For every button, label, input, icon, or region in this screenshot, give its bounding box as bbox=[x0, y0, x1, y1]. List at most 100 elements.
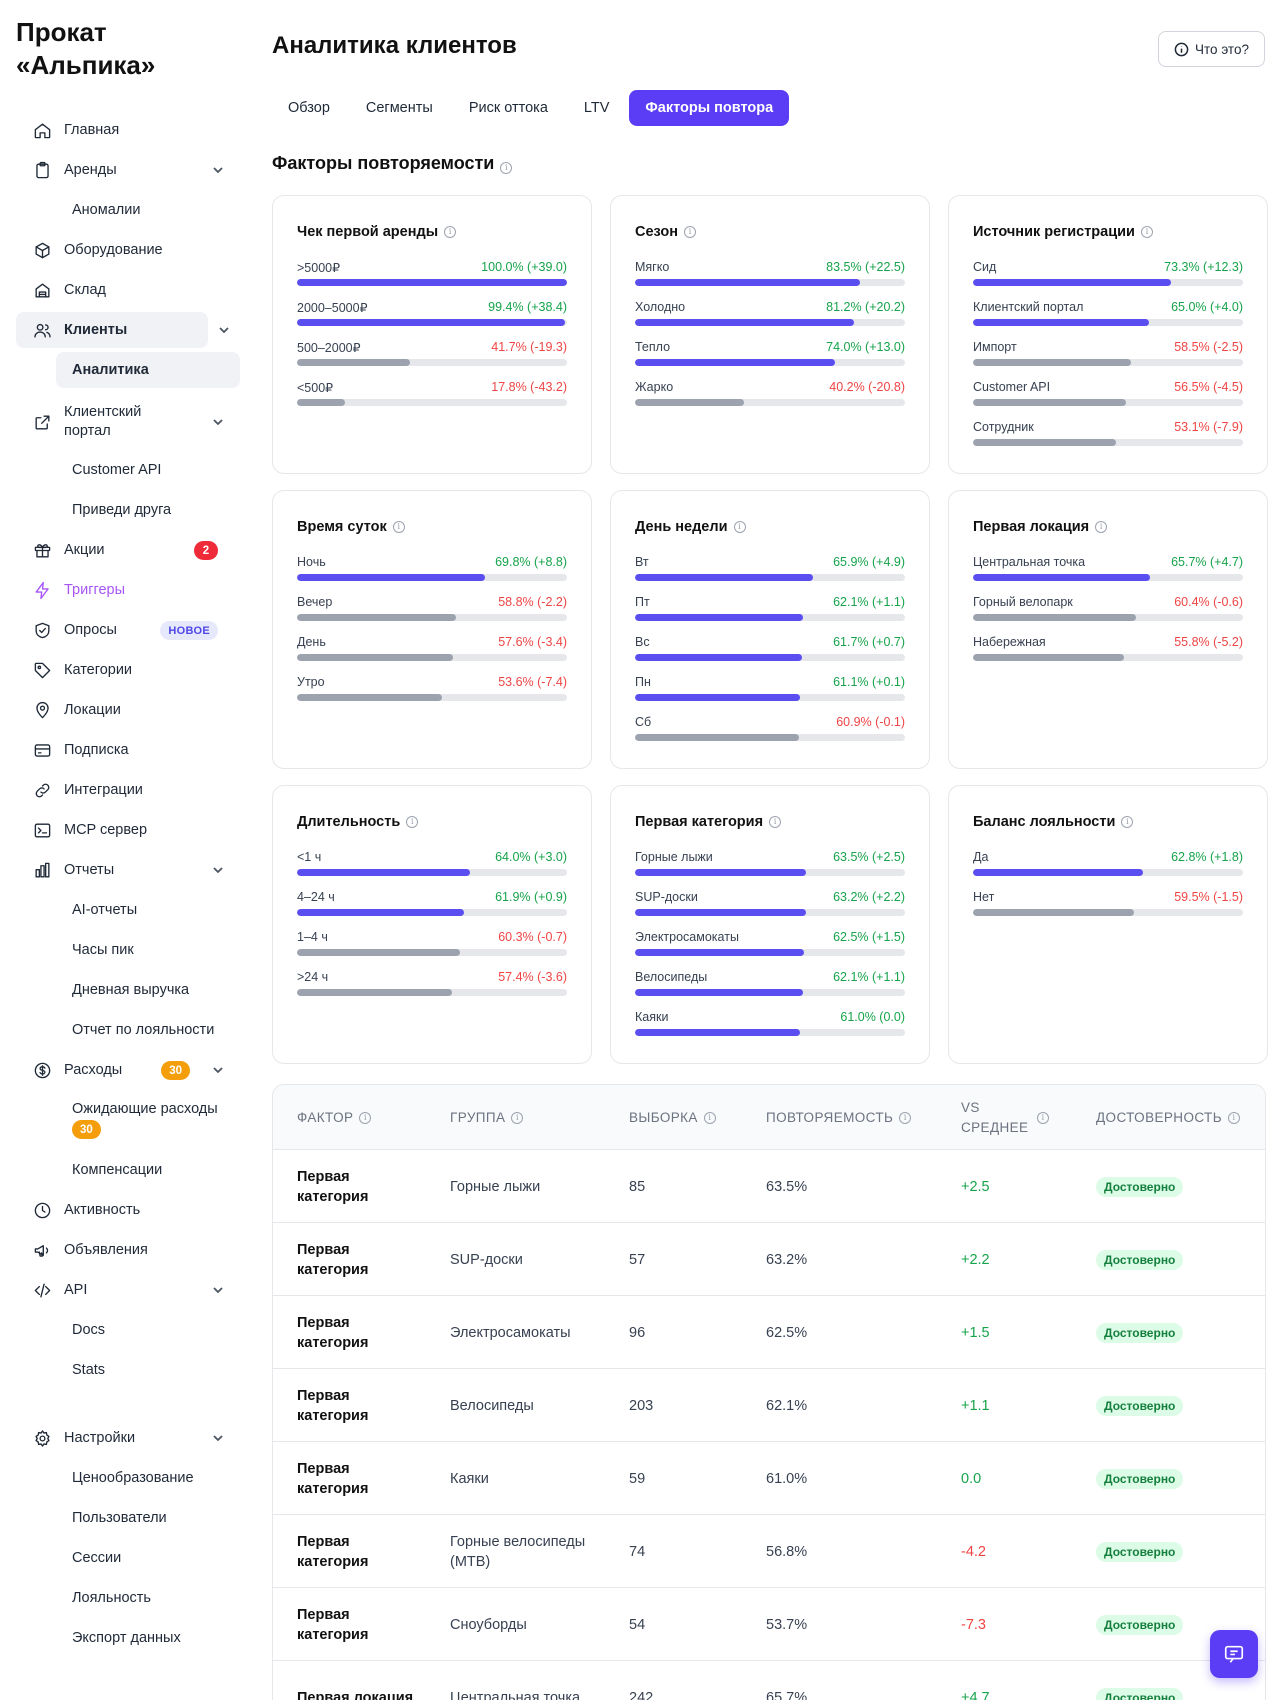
info-icon[interactable]: i bbox=[1095, 521, 1108, 533]
progress-bar-fill bbox=[297, 989, 452, 996]
sidebar-item-triggers[interactable]: Триггеры bbox=[16, 572, 238, 608]
sidebar-item-docs[interactable]: Docs bbox=[72, 1322, 106, 1338]
sidebar-item-peak-hours[interactable]: Часы пик bbox=[72, 942, 134, 958]
column-header-repeat-rate[interactable]: ПОВТОРЯЕМОСТЬ i bbox=[766, 1085, 912, 1150]
info-icon[interactable]: i bbox=[406, 816, 419, 828]
sidebar-item-anomalies[interactable]: Аномалии bbox=[72, 202, 141, 218]
sidebar-item-users[interactable]: Пользователи bbox=[72, 1510, 167, 1526]
info-icon[interactable]: i bbox=[392, 521, 405, 533]
info-icon[interactable]: i bbox=[899, 1111, 912, 1124]
tab-segments[interactable]: Сегменты bbox=[365, 100, 433, 116]
sidebar-item-locations[interactable]: Локации bbox=[16, 692, 238, 728]
progress-bar-track bbox=[297, 989, 567, 996]
reliability-badge: Достоверно bbox=[1096, 1176, 1184, 1197]
info-icon[interactable]: i bbox=[1037, 1111, 1049, 1124]
sidebar-item-surveys[interactable]: Опросы НОВОЕ bbox=[16, 612, 238, 648]
chevron-down-icon[interactable] bbox=[210, 862, 226, 878]
factor-row-value: 62.1% (+1.1) bbox=[833, 595, 905, 609]
sidebar-item-refer-friend[interactable]: Приведи друга bbox=[72, 502, 172, 518]
table-row[interactable]: Первая категория SUP-доски 57 63.2% +2.2 Дост… bbox=[273, 1223, 1265, 1296]
table-row[interactable]: Первая категория Электросамокаты 96 62.5% +1… bbox=[273, 1296, 1265, 1369]
factor-row-value: 57.6% (-3.4) bbox=[498, 635, 567, 649]
column-header-vs-average[interactable]: VS СРЕДНЕЕ i bbox=[961, 1085, 1051, 1150]
info-icon[interactable]: i bbox=[1121, 816, 1134, 828]
sidebar-item-warehouse[interactable]: Склад bbox=[16, 272, 238, 308]
sidebar-item-label: Клиенты bbox=[64, 322, 128, 338]
info-icon[interactable]: i bbox=[684, 226, 696, 238]
sidebar-item-clients[interactable]: Клиенты bbox=[16, 312, 208, 348]
info-icon[interactable]: i bbox=[733, 521, 746, 533]
table-row[interactable]: Первая категория Горные велосипеды (MTB) 7… bbox=[273, 1515, 1265, 1588]
sidebar-item-analytics[interactable]: Аналитика bbox=[56, 352, 240, 388]
sidebar-item-ai-reports[interactable]: AI-отчеты bbox=[72, 902, 138, 918]
sidebar-item-subscription[interactable]: Подписка bbox=[16, 732, 238, 768]
sidebar-item-customer-api[interactable]: Customer API bbox=[72, 462, 162, 478]
table-row[interactable]: Первая категория Велосипеды 203 62.1% +1.1 До… bbox=[273, 1369, 1265, 1442]
what-is-this-button[interactable]: Что это? bbox=[1158, 31, 1265, 67]
sidebar-item-data-export[interactable]: Экспорт данных bbox=[72, 1630, 181, 1646]
sidebar-item-client-portal[interactable]: Клиентский портал bbox=[16, 401, 238, 443]
factor-row-value: 65.7% (+4.7) bbox=[1171, 555, 1243, 569]
info-icon[interactable]: i bbox=[511, 1111, 524, 1124]
sidebar-item-sessions[interactable]: Сессии bbox=[72, 1550, 122, 1566]
sidebar-item-mcp-server[interactable]: MCP сервер bbox=[16, 812, 238, 848]
sidebar-item-expenses[interactable]: Расходы 30 bbox=[16, 1052, 238, 1088]
sidebar-item-stats[interactable]: Stats bbox=[72, 1362, 106, 1378]
column-header-sample[interactable]: ВЫБОРКА i bbox=[629, 1085, 716, 1150]
info-icon[interactable]: i bbox=[359, 1111, 372, 1124]
factor-row-value: 61.1% (+0.1) bbox=[833, 675, 905, 689]
column-header-factor[interactable]: ФАКТОР i bbox=[297, 1085, 372, 1150]
factor-row-value: 58.8% (-2.2) bbox=[498, 595, 567, 609]
chevron-down-icon[interactable] bbox=[210, 1430, 226, 1446]
sidebar-item-label: Интеграции bbox=[64, 782, 143, 798]
sidebar-item-announcements[interactable]: Объявления bbox=[16, 1232, 238, 1268]
sidebar-item-promotions[interactable]: Акции 2 bbox=[16, 532, 238, 568]
sidebar-item-rentals[interactable]: Аренды bbox=[16, 152, 238, 188]
table-row[interactable]: Первая категория Горные лыжи 85 63.5% +2.5 До… bbox=[273, 1150, 1265, 1223]
chevron-down-icon[interactable] bbox=[210, 1062, 226, 1078]
factor-row-value: 58.5% (-2.5) bbox=[1174, 340, 1243, 354]
sidebar-item-loyalty-report[interactable]: Отчет по лояльности bbox=[72, 1022, 215, 1038]
table-row[interactable]: Первая локация Центральная точка 242 65.7% +… bbox=[273, 1661, 1265, 1700]
factor-row: Вт 65.9% (+4.9) bbox=[635, 555, 905, 589]
sidebar-item-equipment[interactable]: Оборудование bbox=[16, 232, 238, 268]
sidebar-item-reports[interactable]: Отчеты bbox=[16, 852, 238, 888]
factor-row-label: >24 ч bbox=[297, 970, 329, 984]
brand-logo[interactable]: Прокат «Альпика» bbox=[16, 16, 155, 82]
info-icon[interactable]: i bbox=[444, 226, 457, 238]
info-icon[interactable]: i bbox=[1140, 226, 1153, 238]
info-icon[interactable]: i bbox=[703, 1111, 716, 1124]
factor-row: Вс 61.7% (+0.7) bbox=[635, 635, 905, 669]
table-row[interactable]: Первая категория Каяки 59 61.0% 0.0 Достоверн… bbox=[273, 1442, 1265, 1515]
progress-bar-track bbox=[297, 869, 567, 876]
sidebar-item-compensations[interactable]: Компенсации bbox=[72, 1162, 163, 1178]
sidebar-item-pricing[interactable]: Ценообразование bbox=[72, 1470, 194, 1486]
sidebar-item-settings[interactable]: Настройки bbox=[16, 1420, 238, 1456]
info-icon[interactable]: i bbox=[500, 161, 513, 174]
sidebar-item-api[interactable]: API bbox=[16, 1272, 238, 1308]
tab-ltv[interactable]: LTV bbox=[583, 100, 610, 116]
table-row[interactable]: Первая категория Сноуборды 54 53.7% -7.3 Дост… bbox=[273, 1588, 1265, 1661]
chat-button[interactable] bbox=[1210, 1630, 1258, 1678]
sidebar-item-categories[interactable]: Категории bbox=[16, 652, 238, 688]
sidebar-item-pending-expenses[interactable]: Ожидающие расходы 30 bbox=[56, 1094, 240, 1146]
sidebar-item-home[interactable]: Главная bbox=[16, 112, 238, 148]
cell-vs-average: -4.2 bbox=[961, 1543, 986, 1560]
sidebar-item-loyalty[interactable]: Лояльность bbox=[72, 1590, 151, 1606]
column-header-group[interactable]: ГРУППА i bbox=[450, 1085, 524, 1150]
chevron-down-icon[interactable] bbox=[216, 322, 232, 338]
chevron-down-icon[interactable] bbox=[210, 1282, 226, 1298]
sidebar-item-integrations[interactable]: Интеграции bbox=[16, 772, 238, 808]
progress-bar-fill bbox=[973, 359, 1131, 366]
column-header-reliability[interactable]: ДОСТОВЕРНОСТЬ i bbox=[1096, 1085, 1240, 1150]
chevron-down-icon[interactable] bbox=[210, 162, 226, 178]
chevron-down-icon[interactable] bbox=[210, 414, 226, 430]
sidebar-item-activity[interactable]: Активность bbox=[16, 1192, 238, 1228]
tab-repeat-factors[interactable]: Факторы повтора bbox=[629, 90, 790, 126]
tab-churn-risk[interactable]: Риск оттока bbox=[468, 100, 548, 116]
info-icon[interactable]: i bbox=[1227, 1111, 1240, 1124]
sidebar-item-label: Клиентский портал bbox=[64, 404, 142, 439]
info-icon[interactable]: i bbox=[769, 816, 782, 828]
tab-overview[interactable]: Обзор bbox=[288, 100, 330, 116]
sidebar-item-daily-revenue[interactable]: Дневная выручка bbox=[72, 982, 190, 998]
